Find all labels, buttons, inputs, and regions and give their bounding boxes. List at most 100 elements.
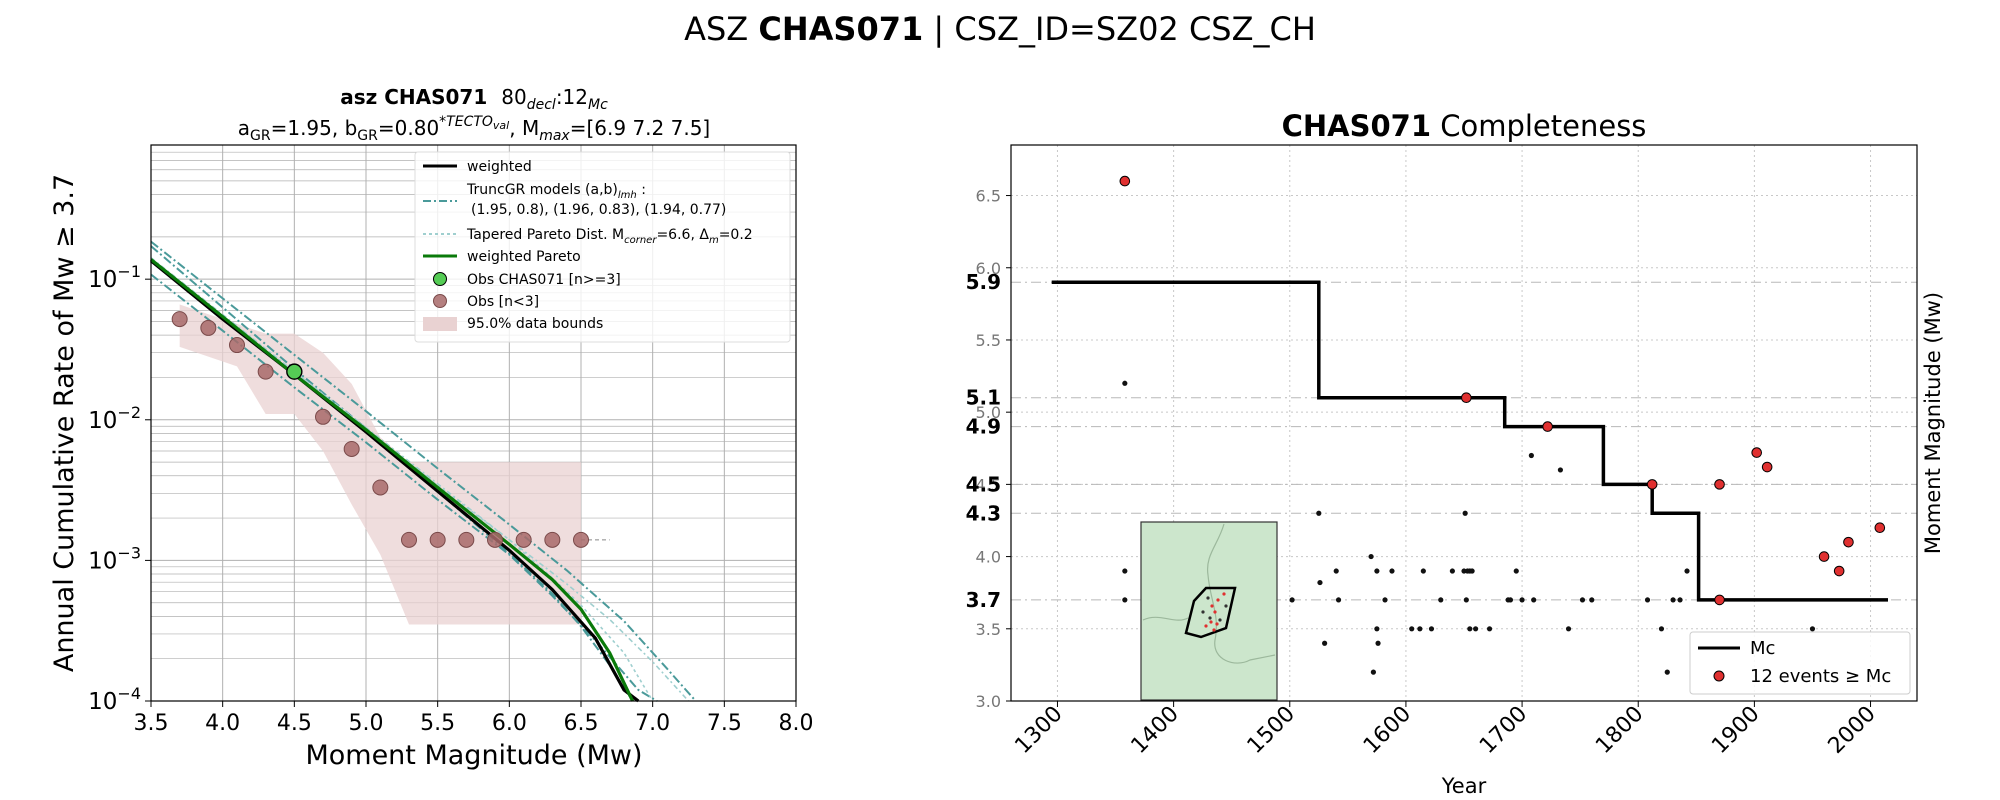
completeness-ytick-label: 6.5	[976, 187, 1001, 206]
event-below-mc	[1438, 597, 1444, 603]
event-above-mc	[1818, 551, 1830, 562]
event-below-mc	[1317, 579, 1323, 586]
event-below-mc	[1809, 626, 1816, 632]
inset-event-dot	[1215, 622, 1219, 626]
completeness-xtick-label: 1400	[1127, 702, 1184, 759]
inset-event-dot	[1206, 596, 1210, 600]
truncgr-line	[150, 240, 697, 702]
obs-small-point	[573, 531, 589, 548]
legend-pareto-label: weighted Pareto	[467, 249, 581, 265]
inset-event-dot	[1209, 620, 1213, 624]
event-below-mc	[1389, 568, 1395, 574]
event-below-mc	[1382, 597, 1388, 603]
mfd-ytick-label: 10−2	[88, 403, 141, 434]
event-below-mc	[1374, 568, 1380, 574]
legend-trunc-values: (1.95, 0.8), (1.96, 0.83), (1.94, 0.77)	[471, 202, 726, 218]
obs-small-point	[372, 479, 389, 496]
completeness-legend: Mc 12 events ≥ Mc	[1689, 631, 1911, 695]
obs-small-point	[229, 337, 245, 354]
completeness-xtick-label: 2000	[1824, 702, 1881, 759]
mfd-ytick-label: 10−4	[88, 684, 141, 715]
mfd-xtick-label: 6.5	[564, 711, 599, 736]
event-below-mc	[1420, 568, 1426, 574]
completeness-ytick-label: 4.5	[976, 475, 1001, 494]
mfd-ylabel: Annual Cumulative Rate of Mw ≥ 3.7	[49, 174, 80, 672]
event-above-mc	[1874, 522, 1886, 534]
obs-small-point	[544, 531, 561, 548]
event-below-mc	[1122, 568, 1128, 574]
completeness-xtick-label: 1800	[1591, 702, 1648, 759]
event-below-mc	[1289, 597, 1295, 603]
truncgr-line	[150, 273, 658, 702]
obs-small-point	[257, 363, 274, 380]
inset-event-dot	[1218, 618, 1222, 622]
legend-box	[1689, 631, 1911, 695]
legend-events-label: 12 events ≥ Mc	[1750, 666, 1891, 687]
legend-mc-label: Mc	[1750, 638, 1775, 659]
completeness-xtick-label: 1500	[1243, 702, 1300, 759]
event-below-mc	[1316, 510, 1322, 516]
inset-event-dot	[1222, 592, 1226, 596]
event-above-mc	[1833, 565, 1845, 577]
tapered-pareto-line	[150, 257, 690, 702]
inset-event-dot	[1204, 624, 1208, 628]
event-below-mc	[1368, 553, 1374, 560]
legend-box	[414, 151, 791, 343]
completeness-xtick-label: 1700	[1475, 702, 1532, 759]
event-above-mc	[1542, 421, 1553, 432]
event-below-mc	[1644, 597, 1651, 603]
event-below-mc	[1370, 669, 1376, 675]
mc-level-label: 3.7	[966, 588, 1001, 612]
event-above-mc	[1461, 392, 1472, 404]
event-above-mc	[1751, 447, 1763, 458]
completeness-ylabel: Moment Magnitude (Mw)	[1921, 292, 1945, 554]
mfd-ytick-label: 10−1	[88, 262, 141, 293]
event-below-mc	[1122, 380, 1128, 386]
inset-map-river	[1142, 616, 1189, 621]
event-below-mc	[1531, 597, 1537, 603]
bounds-polygon	[179, 304, 581, 625]
event-below-mc	[1374, 626, 1380, 632]
obs-small-point	[315, 408, 331, 425]
completeness-axes-frame	[1010, 144, 1918, 702]
legend-tapered-label: Tapered Pareto Dist. Mcorner=6.6, Δm=0.2	[466, 227, 753, 246]
mfd-curves	[149, 240, 697, 703]
truncgr-line	[150, 245, 634, 702]
mfd-axes-frame	[150, 144, 797, 702]
legend-weighted-label: weighted	[467, 159, 532, 175]
obs-small-point	[343, 440, 360, 457]
legend-obs-small-label: Obs [n<3]	[467, 294, 539, 310]
event-below-mc	[1658, 626, 1665, 632]
event-below-mc	[1462, 510, 1468, 516]
completeness-ytick-label: 3.5	[976, 620, 1001, 639]
mc-step-line	[1051, 280, 1888, 602]
event-below-mc	[1375, 640, 1381, 646]
obs-small-point	[458, 531, 475, 548]
mfd-xtick-label: 4.5	[277, 711, 312, 736]
event-below-mc	[1322, 640, 1328, 646]
completeness-ytick-label: 6.0	[976, 259, 1001, 278]
obs-small-point	[171, 311, 188, 328]
figure-title: ASZ CHAS071 | CSZ_ID=SZ02 CSZ_CH	[684, 10, 1316, 48]
event-below-mc	[1428, 626, 1435, 632]
legend-obs-main-swatch	[433, 272, 447, 286]
event-below-mc	[1122, 597, 1128, 603]
completeness-ytick-label: 5.0	[976, 403, 1001, 422]
event-above-mc	[1761, 461, 1773, 473]
event-below-mc	[1557, 467, 1564, 473]
completeness-ytick-label: 4.0	[976, 548, 1001, 567]
data-bounds-area	[179, 304, 581, 625]
event-below-mc	[1335, 597, 1342, 603]
event-below-mc	[1469, 568, 1475, 574]
event-above-mc	[1714, 479, 1725, 490]
inset-seismicity	[1201, 592, 1228, 632]
mc-level-label: 4.5	[966, 472, 1001, 496]
mfd-legend: weighted TruncGR models (a,b)lmh : (1.95…	[414, 151, 791, 343]
legend-bounds-label: 95.0% data bounds	[467, 316, 603, 332]
inset-source-zone-outline	[1184, 586, 1237, 639]
obs-small-point	[401, 531, 417, 548]
completeness-xtick-label: 1600	[1359, 702, 1416, 759]
completeness-panel: 1300 1400 1500 1600 1700 1800 1900 2000 3.0 3.5 4.…	[966, 109, 1945, 798]
inset-event-dot	[1212, 628, 1216, 632]
mfd-xtick-label: 8.0	[779, 711, 814, 736]
